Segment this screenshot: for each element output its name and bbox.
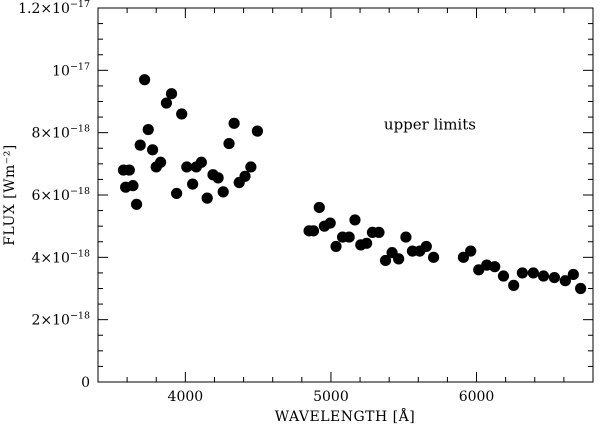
data-point: [559, 275, 571, 287]
y-tick-label: 0: [81, 375, 90, 391]
data-point: [201, 192, 213, 204]
data-point: [134, 139, 146, 151]
data-point: [324, 217, 336, 229]
x-tick-label: 6000: [459, 389, 495, 405]
data-point: [251, 125, 264, 137]
data-point: [400, 231, 412, 243]
data-point: [427, 251, 440, 263]
data-point: [330, 240, 342, 253]
y-tick-mantissa: 6×10: [31, 188, 69, 204]
axis-ticks: [97, 7, 594, 383]
data-point: [567, 268, 579, 281]
data-point: [508, 279, 520, 291]
x-tick-label: 4000: [168, 389, 204, 405]
data-point: [245, 161, 257, 173]
data-point: [548, 271, 561, 284]
y-tick-mantissa: 2×10: [31, 313, 69, 329]
y-tick-mantissa: 1.2×10: [18, 1, 70, 17]
data-point: [142, 123, 154, 136]
y-tick-mantissa: 8×10: [31, 126, 69, 142]
data-point: [195, 156, 207, 168]
data-point: [228, 117, 240, 129]
data-point: [138, 74, 151, 86]
data-point: [537, 270, 550, 282]
y-tick-exponent: −18: [70, 248, 90, 259]
data-point: [127, 180, 139, 192]
data-point: [146, 144, 159, 156]
y-tick-mantissa: 10: [52, 63, 70, 79]
y-tick-label: 1.2×10−17: [18, 0, 90, 17]
data-point: [176, 108, 188, 120]
data-point: [165, 88, 178, 100]
data-point: [181, 161, 193, 173]
data-point: [379, 254, 392, 267]
y-tick-exponent: −18: [70, 186, 90, 197]
y-tick-mantissa: 0: [81, 375, 90, 391]
data-point: [343, 231, 355, 243]
y-tick-exponent: −18: [70, 124, 90, 135]
data-points: [117, 74, 587, 295]
y-tick-label: 6×10−18: [31, 186, 90, 204]
data-point: [223, 137, 235, 150]
data-point: [457, 251, 470, 263]
data-point: [160, 97, 173, 109]
data-point: [349, 214, 361, 226]
data-point: [361, 237, 373, 249]
x-axis-label: WAVELENGTH [Å]: [275, 407, 415, 425]
x-tick-label: 5000: [313, 389, 349, 405]
data-point: [575, 282, 587, 295]
data-point: [171, 187, 183, 200]
data-point: [130, 198, 143, 210]
y-tick-label: 8×10−18: [31, 124, 90, 142]
data-point: [123, 164, 135, 176]
data-point: [239, 170, 251, 182]
data-point: [420, 240, 432, 253]
data-point: [217, 186, 229, 198]
y-tick-exponent: −17: [70, 0, 90, 10]
y-tick-mantissa: 4×10: [31, 250, 69, 266]
data-point: [465, 245, 477, 257]
annotation-upper-limits: upper limits: [384, 116, 476, 134]
y-tick-label: 2×10−18: [31, 311, 90, 329]
data-point: [516, 267, 528, 279]
data-point: [187, 178, 199, 190]
data-point: [313, 201, 325, 214]
y-tick-exponent: −18: [70, 311, 90, 322]
data-point: [373, 226, 385, 238]
data-point: [489, 261, 501, 273]
y-tick-label: 4×10−18: [31, 248, 90, 266]
data-point: [527, 267, 539, 279]
data-point: [393, 253, 405, 265]
y-tick-exponent: −17: [70, 61, 90, 72]
data-point: [155, 156, 167, 168]
tick-labels: 4000 5000 600002×10−184×10−186×10−188×10−1…: [18, 0, 494, 405]
y-tick-label: 10−17: [52, 61, 90, 79]
data-point: [307, 225, 320, 237]
data-point: [212, 172, 224, 184]
data-point: [497, 270, 510, 282]
y-axis-label: FLUX [Wm⁻²]: [2, 144, 18, 246]
